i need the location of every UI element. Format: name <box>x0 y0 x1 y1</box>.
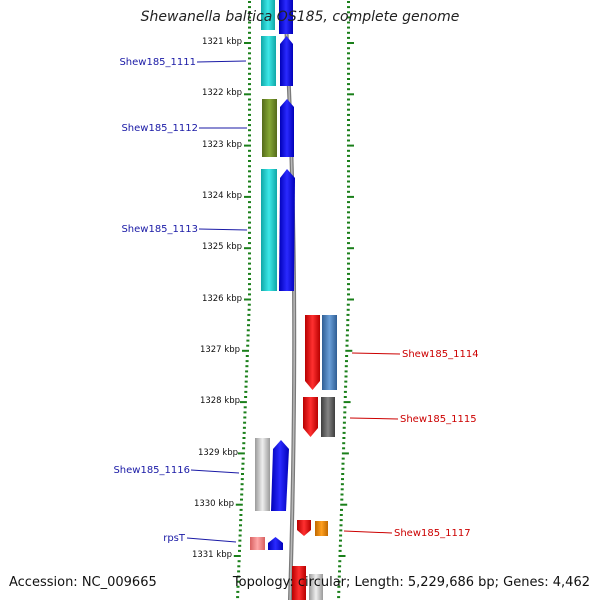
ruler-label-1331: 1331 kbp <box>192 550 232 560</box>
gene-feature-1113-cyan[interactable] <box>261 169 277 291</box>
gene-features <box>250 0 337 600</box>
gene-feature-1117-orange[interactable] <box>315 521 328 536</box>
gene-feature-top-cyan[interactable] <box>261 0 275 30</box>
gene-label-shew185-1111[interactable]: Shew185_1111 <box>119 57 196 68</box>
gene-feature-1116-blue[interactable] <box>271 440 289 511</box>
gene-feature-1114-steel[interactable] <box>322 315 337 390</box>
leader-rpst <box>186 537 237 543</box>
gene-feature-1111-cyan[interactable] <box>261 36 276 86</box>
leader-1116 <box>190 469 240 474</box>
ruler-ticks-right <box>337 1 354 599</box>
ruler-label-1323: 1323 kbp <box>202 140 242 150</box>
gene-feature-1112-olive[interactable] <box>262 99 277 157</box>
gene-label-shew185-1114[interactable]: Shew185_1114 <box>402 349 479 360</box>
gene-feature-1114-red[interactable] <box>305 315 320 390</box>
gene-labels: Shew185_1111 Shew185_1112 Shew185_1113 S… <box>113 57 478 544</box>
gene-label-shew185-1117[interactable]: Shew185_1117 <box>394 528 471 539</box>
ruler-label-1324: 1324 kbp <box>202 191 242 201</box>
ruler-label-1326: 1326 kbp <box>202 294 242 304</box>
accession-text: Accession: NC_009665 <box>9 575 157 590</box>
gene-feature-rpst-pink[interactable] <box>250 537 265 550</box>
gene-feature-rpst-blue[interactable] <box>268 537 283 550</box>
genome-summary-text: Topology: circular; Length: 5,229,686 bp… <box>232 575 590 590</box>
map-title: Shewanella baltica OS185, complete genom… <box>140 9 460 25</box>
leader-1113 <box>198 228 248 231</box>
ruler-label-1325: 1325 kbp <box>202 242 242 252</box>
ruler-labels: 1321 kbp 1322 kbp 1323 kbp 1324 kbp 1325… <box>192 37 242 560</box>
gene-feature-1112-blue[interactable] <box>280 99 294 157</box>
gene-feature-1115-gray[interactable] <box>321 397 335 437</box>
leader-1117 <box>343 530 393 534</box>
ruler-label-1327: 1327 kbp <box>200 345 240 355</box>
ruler-label-1328: 1328 kbp <box>200 396 240 406</box>
gene-feature-1113-blue[interactable] <box>279 169 295 291</box>
gene-feature-1117-red[interactable] <box>297 520 311 536</box>
leader-1114 <box>351 352 401 355</box>
leader-1115 <box>349 417 399 420</box>
gene-feature-1116-lightgray[interactable] <box>255 438 270 511</box>
ruler-label-1322: 1322 kbp <box>202 88 242 98</box>
gene-feature-bottom-red[interactable] <box>292 566 306 600</box>
ruler-ticks-left <box>233 1 251 599</box>
gene-label-shew185-1116[interactable]: Shew185_1116 <box>113 465 190 476</box>
leader-1111 <box>196 60 247 63</box>
gene-feature-top-blue[interactable] <box>279 0 293 34</box>
gene-label-shew185-1115[interactable]: Shew185_1115 <box>400 414 477 425</box>
gene-label-rpst[interactable]: rpsT <box>163 533 186 544</box>
gene-leader-lines <box>186 60 401 543</box>
ruler-label-1330: 1330 kbp <box>194 499 234 509</box>
gene-feature-bottom-gray[interactable] <box>309 574 323 600</box>
gene-label-shew185-1113[interactable]: Shew185_1113 <box>121 224 198 235</box>
ruler-label-1321: 1321 kbp <box>202 37 242 47</box>
ruler-label-1329: 1329 kbp <box>198 448 238 458</box>
gene-feature-1111-blue[interactable] <box>280 36 293 86</box>
gene-feature-1115-red[interactable] <box>303 397 318 437</box>
gene-label-shew185-1112[interactable]: Shew185_1112 <box>121 123 198 134</box>
